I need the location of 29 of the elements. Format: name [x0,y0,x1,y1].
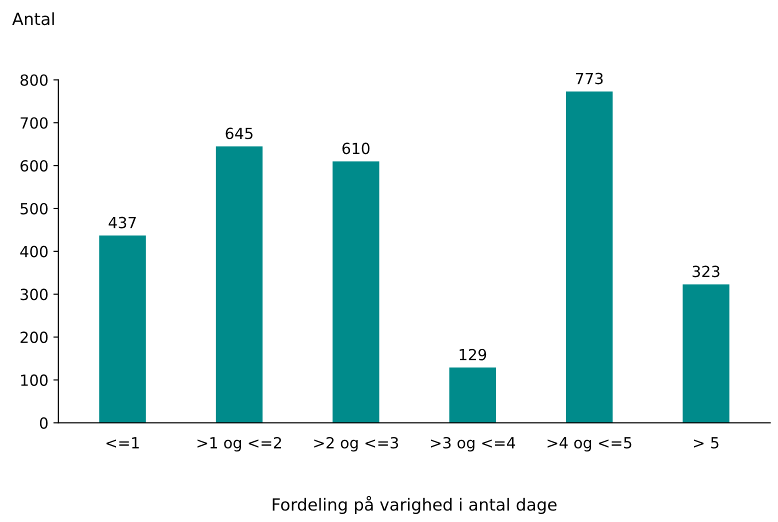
y-tick-label: 600 [20,160,48,172]
bar [99,235,146,423]
data-label: 323 [692,266,720,278]
bar [332,161,380,423]
bar [216,146,263,423]
bar [682,284,730,423]
x-tick-label: >3 og <=4 [430,436,516,452]
data-label: 129 [460,348,486,360]
data-label: 610 [342,142,370,154]
x-tick-label: > 5 [694,437,718,449]
bar [566,91,613,423]
x-tick-label: >2 og <=3 [314,436,398,452]
y-tick-label: 100 [21,374,48,386]
y-tick-label: 0 [40,417,48,429]
data-label: 437 [108,216,136,228]
y-tick-label: 400 [20,246,48,258]
data-label: 773 [576,72,603,84]
y-tick-label: 200 [20,332,48,344]
y-tick-label: 300 [20,288,48,300]
x-tick-label: >4 og <=5 [548,437,632,452]
y-tick-label: 700 [20,117,48,129]
data-label: 645 [226,128,252,140]
y-tick-label: 500 [20,202,48,214]
bar [449,368,496,423]
x-tick-label: >1 og <=2 [198,436,282,452]
x-axis-title: Fordeling på varighed i antal dage [272,496,556,514]
y-tick-label: 800 [20,74,48,86]
y-axis-title: Antal [12,12,54,26]
x-tick-label: <=1 [106,437,139,448]
